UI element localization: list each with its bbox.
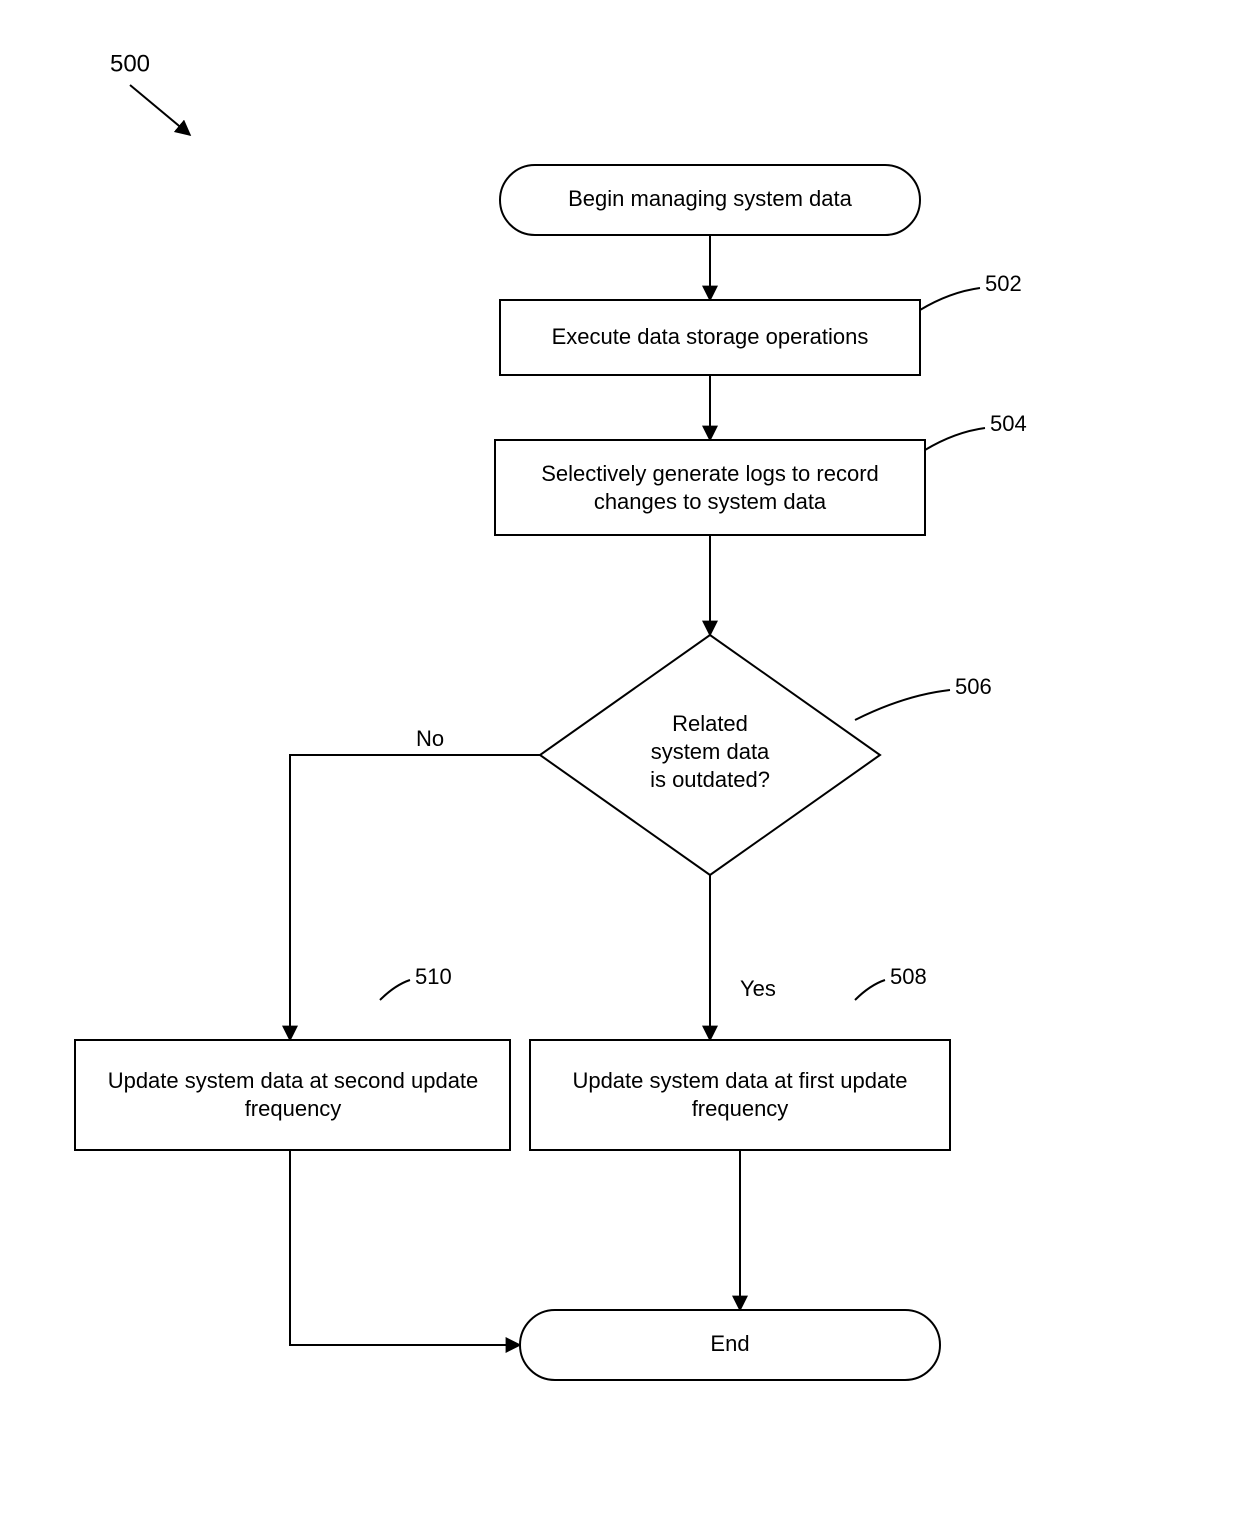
- edge-yes-label: Yes: [740, 976, 776, 1001]
- end-label: End: [710, 1331, 749, 1356]
- leader-510: [380, 980, 410, 1000]
- edge-510-end: [290, 1150, 520, 1345]
- node-502-label: Execute data storage operations: [552, 324, 869, 349]
- start-node: Begin managing system data: [500, 165, 920, 235]
- node-510-line2: frequency: [245, 1096, 342, 1121]
- leader-504: [925, 428, 985, 450]
- node-504-line1: Selectively generate logs to record: [541, 461, 879, 486]
- node-504: Selectively generate logs to record chan…: [495, 440, 925, 535]
- end-node: End: [520, 1310, 940, 1380]
- ref-506: 506: [955, 674, 992, 699]
- node-506-line1: Related: [672, 711, 748, 736]
- leader-508: [855, 980, 885, 1000]
- node-506: Related system data is outdated?: [540, 635, 880, 875]
- ref-510: 510: [415, 964, 452, 989]
- node-504-line2: changes to system data: [594, 489, 827, 514]
- leader-502: [920, 288, 980, 310]
- edge-no-label: No: [416, 726, 444, 751]
- edge-no: No: [290, 726, 540, 1040]
- ref-502: 502: [985, 271, 1022, 296]
- node-510-line1: Update system data at second update: [108, 1068, 479, 1093]
- node-508-line2: frequency: [692, 1096, 789, 1121]
- figure-label-arrow: [130, 85, 190, 135]
- node-502: Execute data storage operations: [500, 300, 920, 375]
- ref-504: 504: [990, 411, 1027, 436]
- ref-508: 508: [890, 964, 927, 989]
- node-508-line1: Update system data at first update: [572, 1068, 907, 1093]
- figure-label: 500: [110, 50, 150, 77]
- start-label: Begin managing system data: [568, 186, 852, 211]
- node-510: Update system data at second update freq…: [75, 1040, 510, 1150]
- edge-yes: Yes: [710, 875, 776, 1040]
- node-506-line3: is outdated?: [650, 767, 770, 792]
- node-508: Update system data at first update frequ…: [530, 1040, 950, 1150]
- leader-506: [855, 690, 950, 720]
- node-506-line2: system data: [651, 739, 770, 764]
